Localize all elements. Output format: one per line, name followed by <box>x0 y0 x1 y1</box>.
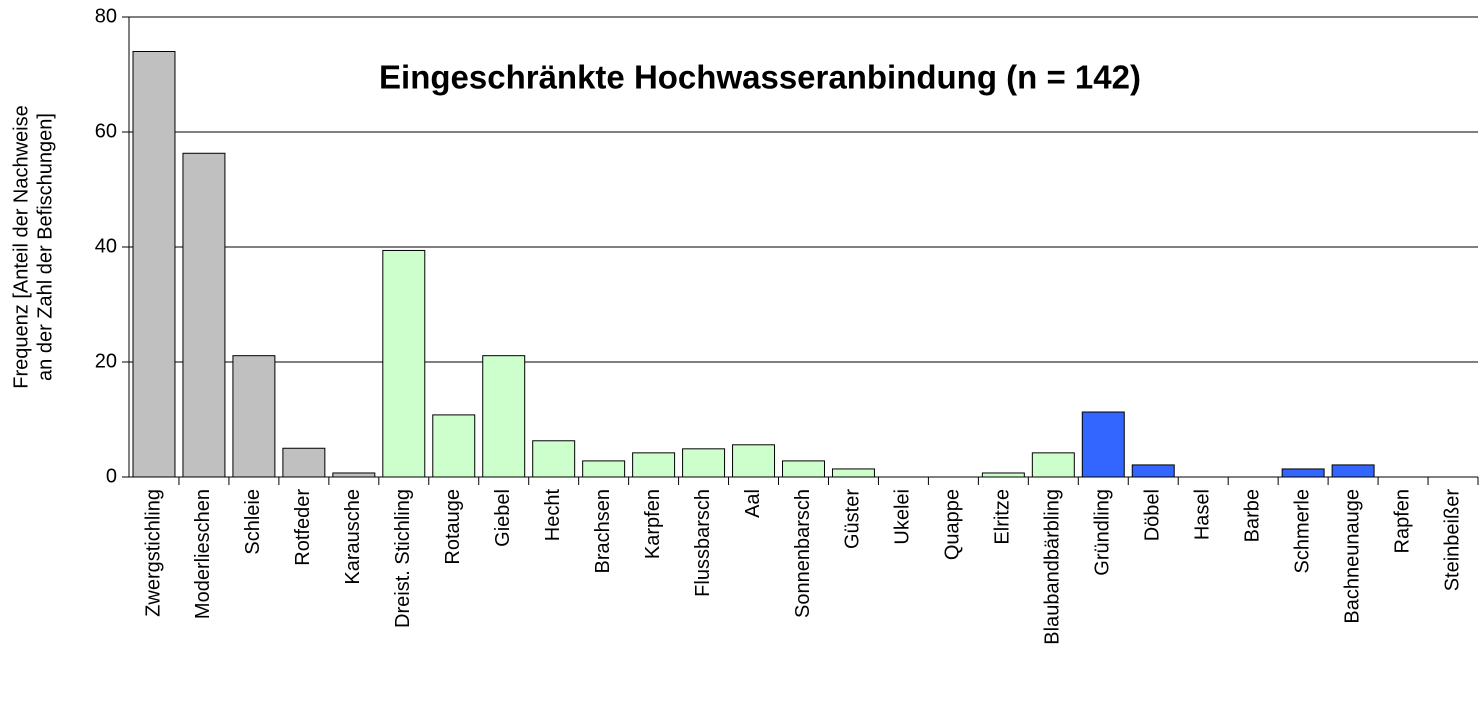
x-tick-label: Elritze <box>992 489 1014 545</box>
x-tick-label: Schmerle <box>1291 489 1313 573</box>
x-tick-label: Schleie <box>242 489 264 555</box>
bar <box>232 355 276 478</box>
bar <box>482 355 526 478</box>
x-tick-label: Aal <box>742 489 764 518</box>
bar <box>1281 468 1325 478</box>
y-axis-label: Frequenz [Anteil der Nachweise <box>10 105 32 388</box>
bar <box>432 414 476 478</box>
x-tick-label: Giebel <box>492 489 514 547</box>
x-tick-label: Rotauge <box>442 489 464 565</box>
bar <box>831 468 875 478</box>
bar <box>332 472 376 478</box>
x-tick-label: Karpfen <box>642 489 664 559</box>
x-tick-label: Sonnenbarsch <box>792 489 814 618</box>
y-tick-label: 40 <box>95 235 117 257</box>
bar <box>1081 411 1125 478</box>
x-tick-label: Zwergstichling <box>142 489 164 617</box>
x-tick-label: Dreist. Stichling <box>392 489 414 628</box>
bar <box>632 452 676 478</box>
bar <box>1031 452 1075 478</box>
bar <box>532 440 576 478</box>
x-tick-label: Quappe <box>942 489 964 560</box>
x-tick-label: Blaubandbärbling <box>1042 489 1064 645</box>
y-tick-label: 20 <box>95 350 117 372</box>
bar <box>182 152 226 478</box>
bar <box>682 448 726 478</box>
x-tick-label: Rotfeder <box>292 489 314 566</box>
bar <box>282 447 326 478</box>
x-tick-label: Moderlieschen <box>192 489 214 619</box>
bar <box>582 460 626 478</box>
x-tick-label: Döbel <box>1142 489 1164 541</box>
y-tick-label: 0 <box>106 465 117 487</box>
y-axis-label: an der Zahl der Befischungen] <box>34 113 56 381</box>
x-tick-label: Steinbeißer <box>1441 489 1463 592</box>
x-tick-label: Ukelei <box>892 489 914 545</box>
bar <box>732 444 776 478</box>
x-tick-label: Rapfen <box>1391 489 1413 554</box>
x-tick-label: Güster <box>842 489 864 549</box>
bar <box>782 460 825 478</box>
bar <box>382 249 426 478</box>
x-tick-label: Hecht <box>542 489 564 542</box>
x-tick-label: Gründling <box>1092 489 1114 576</box>
chart-title: Eingeschränkte Hochwasseranbindung (n = … <box>379 59 1141 96</box>
bar <box>132 51 176 478</box>
x-tick-label: Karausche <box>342 489 364 585</box>
bar <box>1131 464 1175 478</box>
bar <box>1331 464 1375 478</box>
y-tick-label: 80 <box>95 5 117 27</box>
x-tick-label: Brachsen <box>592 489 614 574</box>
x-tick-label: Bachneunauge <box>1341 489 1363 624</box>
y-tick-label: 60 <box>95 120 117 142</box>
x-tick-label: Hasel <box>1191 489 1213 540</box>
bar <box>981 472 1025 478</box>
x-tick-label: Flussbarsch <box>692 489 714 597</box>
x-tick-label: Barbe <box>1241 489 1263 542</box>
